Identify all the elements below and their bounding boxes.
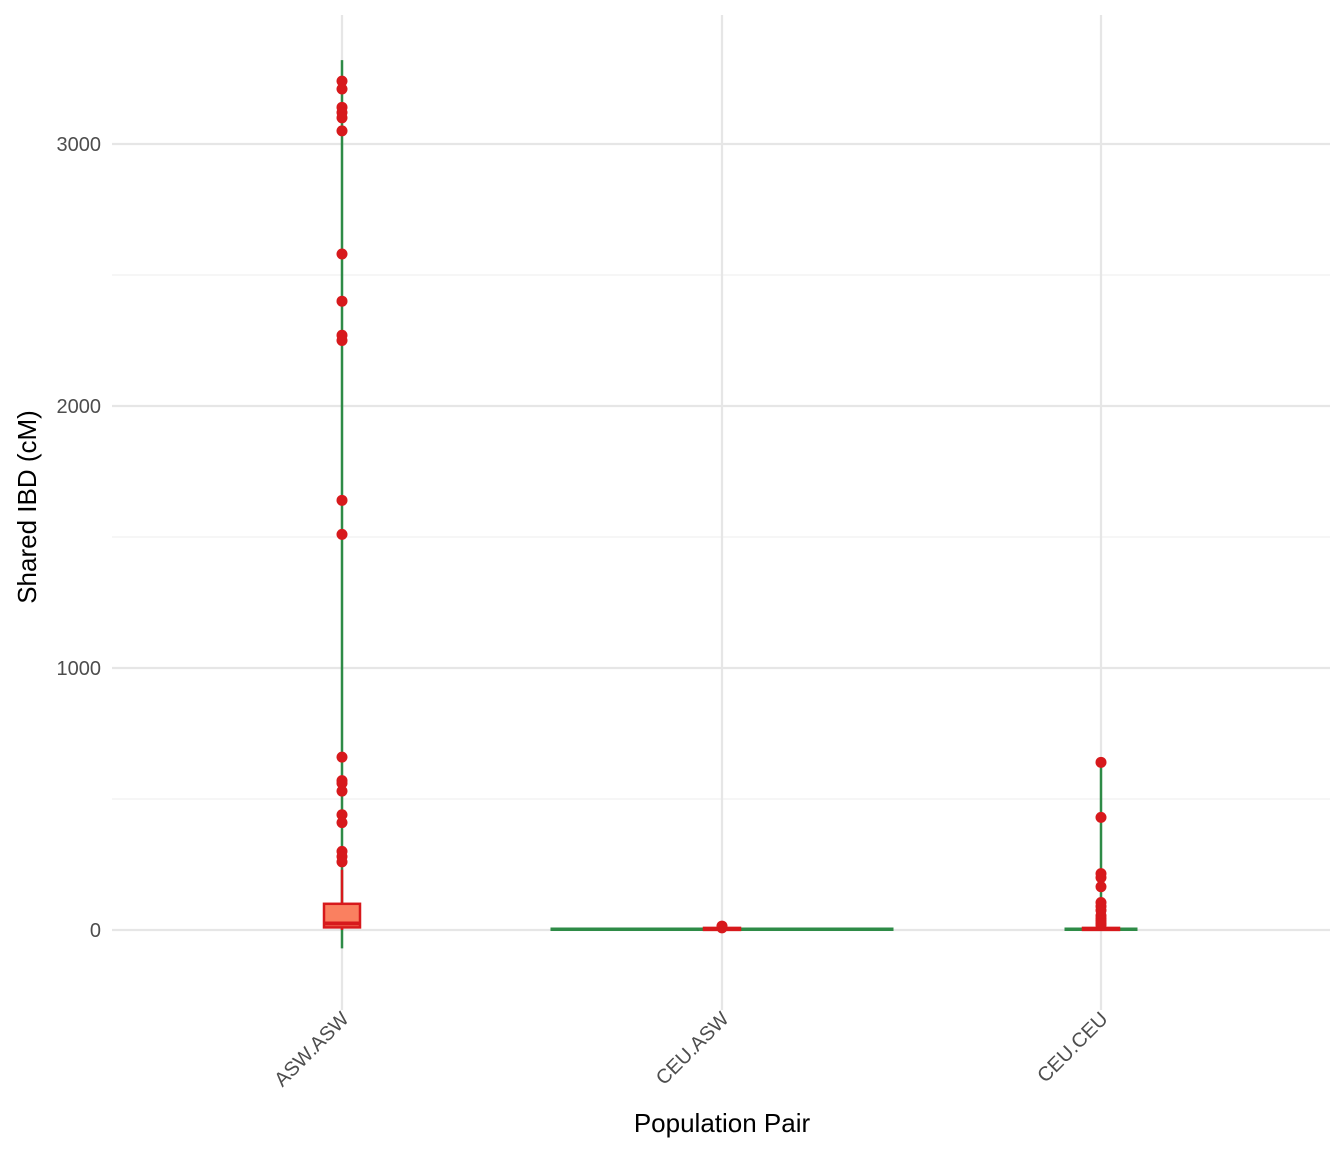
outlier-point: [336, 751, 348, 763]
outlier-point: [336, 75, 348, 87]
outlier-point: [1095, 811, 1107, 823]
outlier-point: [336, 125, 348, 137]
outlier-point: [336, 777, 348, 789]
x-tick-label: CEU.ASW: [652, 1008, 734, 1090]
y-tick-label: 1000: [57, 658, 102, 680]
outlier-point: [336, 528, 348, 540]
outlier-point: [336, 295, 348, 307]
outlier-point: [1095, 872, 1107, 884]
outlier-point: [1095, 881, 1107, 893]
y-tick-label: 0: [90, 920, 101, 942]
outlier-point: [336, 335, 348, 346]
outlier-point: [336, 494, 348, 506]
outlier-point: [336, 856, 348, 868]
major-gridlines: [112, 15, 1330, 1010]
outlier-point: [336, 83, 348, 95]
x-axis-tick-labels: ASW.ASW CEU.ASW CEU.CEU: [270, 1008, 1112, 1091]
outlier-point: [336, 785, 348, 797]
outlier-point: [1095, 756, 1107, 768]
outlier-point: [716, 922, 728, 934]
outlier-point: [1095, 919, 1107, 931]
y-tick-label: 2000: [57, 396, 102, 418]
outlier-point: [336, 112, 348, 124]
x-tick-label: ASW.ASW: [270, 1008, 353, 1091]
x-axis-title: Population Pair: [634, 1108, 811, 1138]
violins: [340, 60, 1138, 949]
y-axis-title: Shared IBD (cM): [12, 410, 42, 604]
outlier-point: [336, 809, 348, 821]
y-axis-tick-labels: 0 1000 2000 3000: [57, 134, 102, 942]
outlier-points: [336, 75, 1107, 934]
x-tick-label: CEU.CEU: [1033, 1008, 1112, 1087]
outlier-point: [336, 248, 348, 260]
y-tick-label: 3000: [57, 134, 102, 156]
outlier-point: [336, 817, 348, 829]
